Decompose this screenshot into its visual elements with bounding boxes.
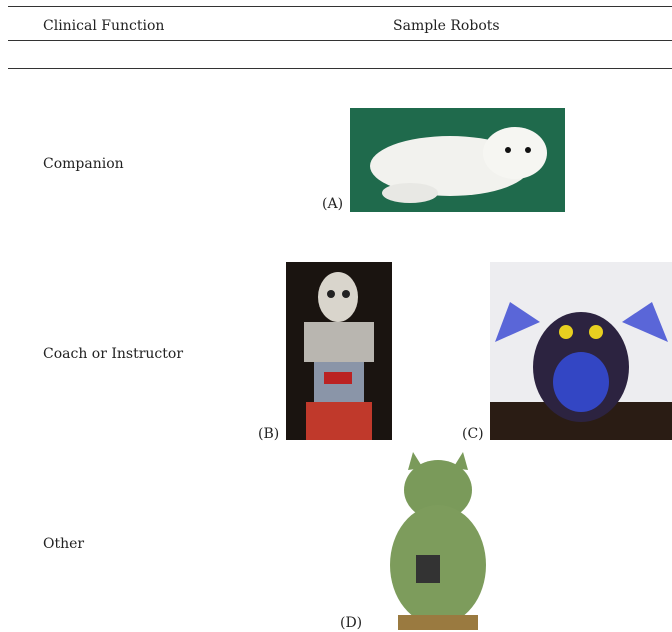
image-label: (B)	[258, 426, 280, 442]
function-cell: Coach or Instructor	[43, 346, 184, 362]
rule	[8, 40, 672, 41]
image-label: (A)	[322, 196, 344, 212]
function-cell: Other	[43, 536, 85, 552]
header-cell: Sample Robots	[393, 18, 500, 34]
image-label: (C)	[462, 426, 484, 442]
robot-image-b	[286, 262, 392, 440]
image-label: (D)	[340, 615, 363, 631]
robot-image-c	[490, 262, 672, 440]
header-cell: Clinical Function	[43, 18, 165, 34]
rule	[8, 68, 672, 69]
robot-image-a	[350, 108, 565, 212]
rule	[8, 6, 672, 7]
robot-image-d	[390, 452, 486, 630]
function-cell: Companion	[43, 156, 124, 172]
